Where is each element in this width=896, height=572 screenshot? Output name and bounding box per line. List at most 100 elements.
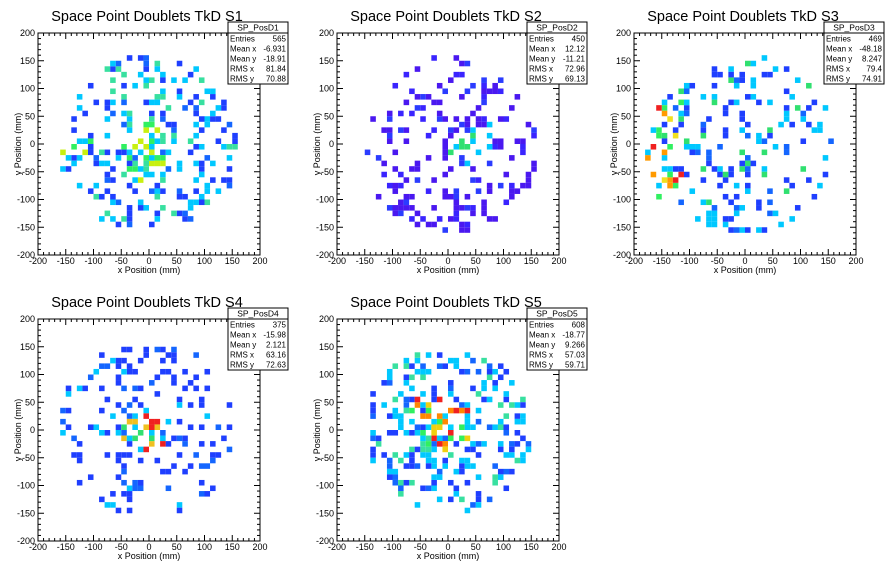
histogram-bin bbox=[160, 77, 166, 83]
y-tick-label: -150 bbox=[17, 222, 35, 232]
histogram-bin bbox=[149, 132, 155, 139]
histogram-bin bbox=[431, 485, 437, 492]
histogram-bin bbox=[706, 210, 712, 217]
histogram-bin bbox=[215, 424, 222, 430]
histogram-bin bbox=[470, 385, 476, 392]
histogram-bin bbox=[453, 199, 460, 206]
histogram-bin bbox=[745, 160, 751, 167]
histogram-bin bbox=[431, 177, 437, 183]
histogram-bin bbox=[165, 441, 172, 447]
histogram-bin bbox=[132, 413, 138, 419]
histogram-bin bbox=[204, 155, 211, 161]
histogram-bin bbox=[392, 430, 399, 436]
histogram-bin bbox=[464, 413, 471, 419]
histogram-bin bbox=[520, 435, 526, 442]
stats-box: SP_PosD2 Entries 450 Mean x 12.12 Mean y -11.2… bbox=[526, 21, 588, 85]
histogram-bin bbox=[464, 221, 471, 228]
histogram-bin bbox=[409, 205, 415, 211]
histogram-bin bbox=[93, 182, 100, 189]
histogram-bin bbox=[497, 424, 504, 430]
histogram-bin bbox=[187, 402, 194, 408]
histogram-bin bbox=[403, 430, 410, 436]
histogram-bin bbox=[817, 182, 823, 189]
histogram-bin bbox=[453, 210, 460, 217]
stats-row-label: Mean y bbox=[529, 55, 555, 64]
histogram-bin bbox=[398, 457, 404, 464]
histogram-bin bbox=[143, 166, 149, 172]
y-tick-label: -200 bbox=[316, 536, 334, 546]
histogram-bin bbox=[93, 160, 100, 167]
histogram-bin bbox=[76, 155, 83, 161]
histogram-bin bbox=[656, 182, 662, 189]
histogram-bin bbox=[154, 127, 161, 133]
histogram-bin bbox=[160, 357, 166, 364]
histogram-bin bbox=[464, 435, 471, 442]
histogram-bin bbox=[678, 166, 684, 172]
histogram-bin bbox=[110, 88, 116, 95]
histogram-bin bbox=[667, 177, 673, 183]
histogram-bin bbox=[783, 177, 790, 183]
histogram-bin bbox=[110, 60, 116, 67]
histogram-bin bbox=[176, 396, 183, 403]
histogram-bin bbox=[76, 452, 83, 458]
histogram-bin bbox=[126, 363, 133, 369]
histogram-bin bbox=[76, 385, 83, 392]
x-tick-label: 0 bbox=[445, 542, 450, 552]
histogram-bin bbox=[386, 374, 393, 381]
histogram-bin bbox=[65, 407, 72, 414]
histogram-bin bbox=[409, 166, 415, 172]
histogram-bin bbox=[711, 221, 718, 228]
histogram-bin bbox=[210, 160, 216, 167]
histogram-bin bbox=[210, 110, 216, 117]
histogram-bin bbox=[392, 188, 399, 194]
histogram-bin bbox=[420, 435, 426, 442]
histogram-bin bbox=[398, 110, 404, 117]
histogram-bin bbox=[453, 396, 460, 403]
stats-row-label: Mean y bbox=[826, 55, 852, 64]
histogram-bin bbox=[198, 424, 205, 430]
histogram-bin bbox=[514, 441, 521, 447]
histogram-bin bbox=[509, 193, 515, 200]
histogram-bin bbox=[503, 485, 510, 492]
histogram-bin bbox=[215, 116, 222, 122]
stats-row-value: -15.98 bbox=[263, 331, 286, 340]
histogram-bin bbox=[115, 380, 122, 386]
histogram-bin bbox=[403, 407, 410, 414]
histogram-bin bbox=[661, 132, 668, 139]
histogram-bin bbox=[198, 171, 205, 178]
y-tick-label: 200 bbox=[319, 28, 334, 38]
axis-ticks bbox=[37, 32, 261, 256]
x-tick-label: 100 bbox=[793, 256, 808, 266]
histogram-bin bbox=[414, 424, 421, 430]
histogram-bin bbox=[137, 55, 144, 61]
stats-row-value: 72.96 bbox=[565, 65, 586, 74]
stats-box-name: SP_PosD1 bbox=[237, 23, 279, 33]
histogram-bin bbox=[459, 205, 465, 211]
histogram-bin bbox=[398, 182, 404, 189]
histogram-bin bbox=[728, 99, 734, 106]
histogram-bin bbox=[137, 479, 144, 486]
histogram-bin bbox=[722, 132, 729, 139]
histogram-bin bbox=[121, 368, 127, 375]
histogram-bin bbox=[761, 138, 768, 144]
histogram-bin bbox=[386, 430, 393, 436]
histogram-bin bbox=[464, 463, 471, 469]
histogram-bin bbox=[193, 105, 199, 111]
stats-row-value: 450 bbox=[572, 35, 586, 44]
histogram-bin bbox=[160, 468, 166, 475]
histogram-bin bbox=[126, 210, 133, 217]
histogram-bin bbox=[364, 149, 371, 156]
histogram-bin bbox=[436, 116, 443, 122]
histogram-bin bbox=[464, 60, 471, 67]
histogram-bin bbox=[193, 121, 199, 128]
y-tick-label: 50 bbox=[324, 111, 334, 121]
histogram-bin bbox=[149, 160, 155, 167]
histogram-bin bbox=[143, 446, 149, 453]
histogram-bin bbox=[375, 155, 382, 161]
histogram-bin bbox=[503, 199, 510, 206]
histogram-bin bbox=[232, 144, 238, 150]
stats-row-value: -18.77 bbox=[562, 331, 585, 340]
histogram-bin bbox=[470, 138, 476, 144]
histogram-bin bbox=[761, 71, 768, 78]
histogram-bin bbox=[503, 391, 510, 397]
